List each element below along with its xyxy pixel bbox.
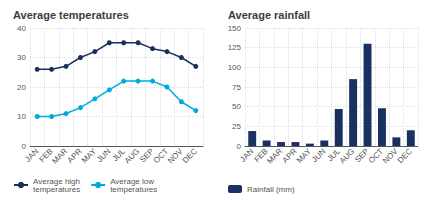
svg-text:SEP: SEP	[353, 147, 371, 165]
svg-text:Average low: Average low	[110, 176, 154, 186]
svg-text:OCT: OCT	[367, 147, 385, 165]
svg-text:AUG: AUG	[338, 147, 357, 166]
svg-text:JUN: JUN	[95, 147, 113, 165]
svg-text:JAN: JAN	[23, 147, 40, 164]
svg-text:MAY: MAY	[295, 146, 314, 165]
svg-text:Average temperatures: Average temperatures	[13, 9, 129, 21]
svg-text:50: 50	[232, 102, 241, 111]
svg-text:SEP: SEP	[138, 147, 156, 165]
svg-text:25: 25	[232, 122, 241, 131]
svg-text:FEB: FEB	[252, 146, 270, 165]
svg-text:temperatures: temperatures	[33, 185, 80, 194]
svg-text:30: 30	[17, 53, 26, 62]
svg-text:Rainfall (mm): Rainfall (mm)	[247, 185, 295, 194]
svg-text:APR: APR	[66, 147, 84, 165]
svg-text:40: 40	[17, 24, 26, 33]
svg-text:150: 150	[228, 24, 242, 33]
svg-text:temperatures: temperatures	[110, 185, 157, 194]
svg-text:DEC: DEC	[181, 147, 199, 165]
svg-text:10: 10	[17, 112, 26, 121]
svg-text:0: 0	[237, 142, 242, 151]
svg-text:75: 75	[232, 83, 241, 92]
svg-text:JUL: JUL	[325, 146, 342, 164]
svg-text:MAR: MAR	[50, 146, 70, 166]
svg-text:NOV: NOV	[381, 146, 400, 166]
svg-text:Average rainfall: Average rainfall	[228, 9, 310, 21]
svg-text:MAY: MAY	[80, 146, 99, 165]
svg-text:NOV: NOV	[166, 146, 185, 166]
svg-text:OCT: OCT	[152, 147, 170, 165]
svg-text:125: 125	[228, 43, 242, 52]
svg-text:Average high: Average high	[33, 176, 80, 186]
svg-text:MAR: MAR	[265, 146, 285, 166]
svg-text:APR: APR	[281, 147, 299, 165]
svg-text:JAN: JAN	[238, 147, 255, 164]
svg-text:JUN: JUN	[310, 147, 328, 165]
svg-text:JUL: JUL	[110, 146, 127, 164]
svg-text:100: 100	[228, 63, 242, 72]
svg-text:AUG: AUG	[123, 147, 142, 166]
svg-text:20: 20	[17, 83, 26, 92]
svg-text:0: 0	[22, 142, 27, 151]
svg-text:FEB: FEB	[37, 146, 55, 165]
svg-text:DEC: DEC	[396, 147, 414, 165]
